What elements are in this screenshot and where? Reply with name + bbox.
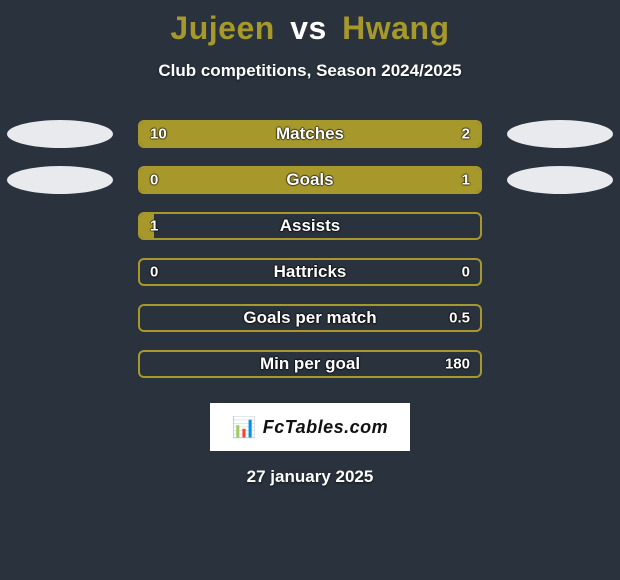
- title-left-name: Jujeen: [170, 10, 274, 46]
- player-badge-right: [507, 120, 613, 148]
- stat-bar-fill-left: [140, 214, 154, 238]
- stat-label: Goals per match: [140, 308, 480, 328]
- watermark: 📊 FcTables.com: [210, 403, 410, 451]
- player-badge-left: [7, 166, 113, 194]
- player-badge-left: [7, 120, 113, 148]
- stat-row: 102Matches: [0, 111, 620, 157]
- stat-label: Assists: [140, 216, 480, 236]
- stat-row: 1Assists: [0, 203, 620, 249]
- stat-value-right: 0: [462, 264, 470, 281]
- stats-list: 102Matches 01Goals 1Assists 0 0Hattricks 0.5G…: [0, 111, 620, 387]
- stat-label: Min per goal: [140, 354, 480, 374]
- stat-bar: 0.5Goals per match: [138, 304, 482, 332]
- chart-icon: 📊: [232, 415, 257, 440]
- stat-row: 01Goals: [0, 157, 620, 203]
- stat-row: 0 0Hattricks: [0, 249, 620, 295]
- stat-bar: 180Min per goal: [138, 350, 482, 378]
- title-right-name: Hwang: [342, 10, 449, 46]
- stat-bar-fill-right: [201, 168, 480, 192]
- page-title: Jujeen vs Hwang: [0, 10, 620, 47]
- subtitle: Club competitions, Season 2024/2025: [0, 61, 620, 81]
- stat-row: 180Min per goal: [0, 341, 620, 387]
- stat-bar-fill-left: [140, 168, 201, 192]
- stat-bar: 1Assists: [138, 212, 482, 240]
- player-badge-right: [507, 166, 613, 194]
- stat-bar-fill-left: [140, 122, 405, 146]
- stat-value-left: 0: [150, 264, 158, 281]
- watermark-text: FcTables.com: [263, 417, 388, 438]
- stat-label: Hattricks: [140, 262, 480, 282]
- date-label: 27 january 2025: [0, 467, 620, 487]
- title-vs: vs: [290, 10, 327, 46]
- comparison-card: Jujeen vs Hwang Club competitions, Seaso…: [0, 0, 620, 580]
- stat-value-right: 0.5: [449, 310, 470, 327]
- stat-bar: 01Goals: [138, 166, 482, 194]
- stat-row: 0.5Goals per match: [0, 295, 620, 341]
- stat-bar-fill-right: [405, 122, 480, 146]
- stat-bar: 102Matches: [138, 120, 482, 148]
- stat-value-right: 180: [445, 356, 470, 373]
- stat-bar: 0 0Hattricks: [138, 258, 482, 286]
